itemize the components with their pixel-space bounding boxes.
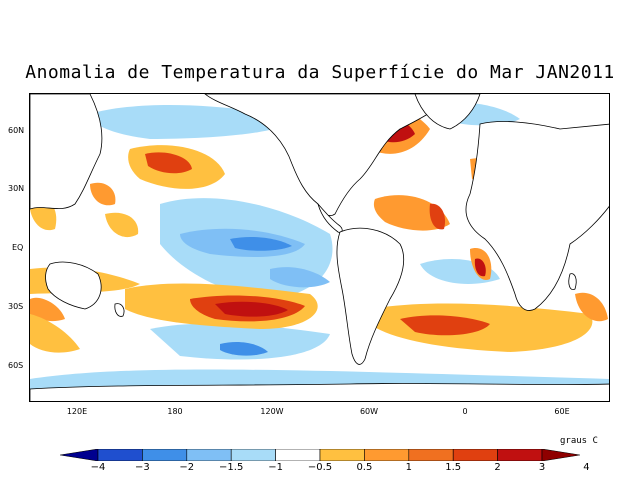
colorbar-segment <box>408 449 454 461</box>
x-label-60e: 60E <box>554 407 570 416</box>
colorbar-tick-label: 1 <box>405 462 412 473</box>
x-label-120w: 120W <box>260 407 284 416</box>
map-canvas <box>30 94 609 401</box>
continent-outlines <box>30 94 609 401</box>
y-label-30s: 30S <box>8 302 24 311</box>
colorbar-segment <box>230 449 276 461</box>
colorbar-tick-label: 4 <box>583 462 590 473</box>
colorbar-tick-label: 2 <box>494 462 501 473</box>
colorbar-tick-label: 3 <box>538 462 546 473</box>
colorbar-segment <box>60 449 99 461</box>
colorbar-segment <box>541 449 580 461</box>
x-label-0: 0 <box>462 407 468 416</box>
units-label: graus C <box>560 436 598 446</box>
colorbar-segment <box>97 449 143 461</box>
colorbar-tick-label: −2 <box>179 462 195 473</box>
colorbar-segment <box>275 449 321 461</box>
x-label-180: 180 <box>167 407 183 416</box>
colorbar-svg <box>60 449 580 461</box>
colorbar-segment <box>142 449 188 461</box>
colorbar-tick-label: −1.5 <box>219 462 244 473</box>
colorbar-tick-label: −3 <box>135 462 150 473</box>
colorbar-segment <box>186 449 232 461</box>
y-label-30n: 30N <box>8 184 25 193</box>
y-label-60n: 60N <box>8 126 25 135</box>
y-label-60s: 60S <box>8 361 24 370</box>
x-label-60w: 60W <box>359 407 379 416</box>
colorbar-tick-label: −1 <box>268 462 283 473</box>
colorbar-segment <box>452 449 498 461</box>
colorbar-tick-label: 1.5 <box>445 462 462 473</box>
colorbar-segment <box>497 449 543 461</box>
colorbar <box>60 449 580 461</box>
colorbar-segment <box>364 449 410 461</box>
x-label-120e: 120E <box>66 407 88 416</box>
colorbar-tick-label: 0.5 <box>356 462 373 473</box>
map-title: Anomalia de Temperatura da Superfície do… <box>25 62 615 83</box>
sst-anomaly-map <box>29 93 610 402</box>
colorbar-segment <box>319 449 365 461</box>
y-label-eq: EQ <box>12 243 24 252</box>
colorbar-tick-label: −0.5 <box>307 462 333 473</box>
colorbar-tick-label: −4 <box>90 462 106 473</box>
